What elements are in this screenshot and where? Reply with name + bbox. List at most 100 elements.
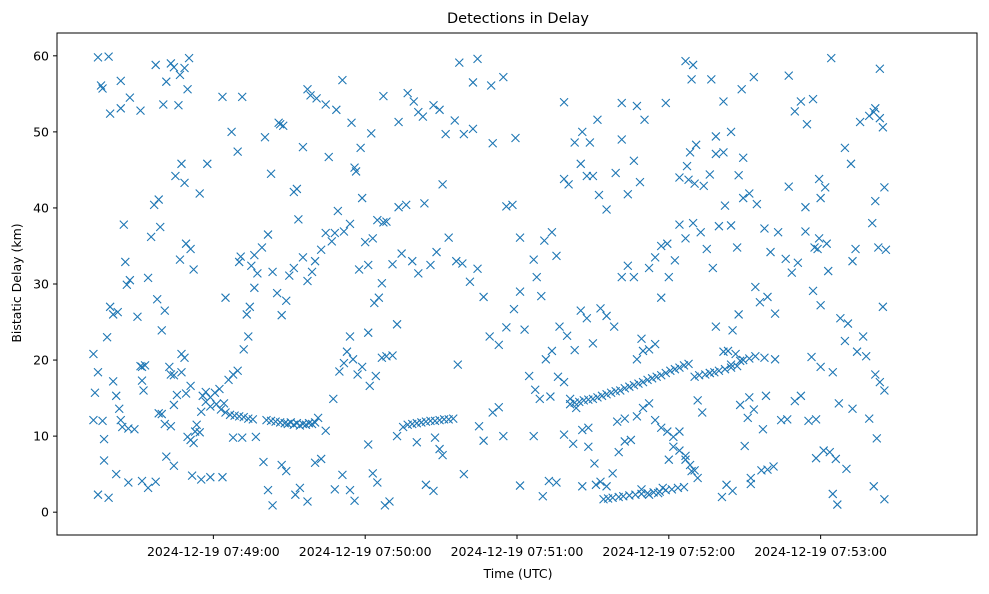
data-point-marker xyxy=(392,431,402,441)
data-point-marker xyxy=(169,62,179,72)
data-point-marker xyxy=(848,256,857,266)
data-point-marker xyxy=(98,84,107,93)
data-point-marker xyxy=(814,174,824,184)
data-point-marker xyxy=(303,84,312,94)
data-point-marker xyxy=(196,475,206,484)
data-point-marker xyxy=(348,354,358,364)
data-point-marker xyxy=(160,419,170,429)
data-point-marker xyxy=(234,257,244,267)
data-point-marker xyxy=(189,265,199,274)
data-point-marker xyxy=(157,326,167,335)
data-point-marker xyxy=(559,97,569,107)
data-point-marker xyxy=(195,189,205,198)
data-point-marker xyxy=(298,252,308,262)
data-point-marker xyxy=(454,58,464,68)
data-point-marker xyxy=(723,346,733,356)
data-point-marker xyxy=(388,259,397,269)
data-point-marker xyxy=(656,241,666,251)
data-point-marker xyxy=(354,265,364,274)
data-point-marker xyxy=(787,268,797,277)
data-point-marker xyxy=(394,117,403,127)
data-point-marker xyxy=(583,442,593,452)
data-point-marker xyxy=(816,193,826,203)
data-point-marker xyxy=(171,171,180,181)
data-point-marker xyxy=(99,456,109,465)
data-point-marker xyxy=(822,239,832,249)
data-point-marker xyxy=(243,332,253,341)
data-point-marker xyxy=(281,466,291,476)
data-point-marker xyxy=(870,196,880,206)
data-point-marker xyxy=(328,394,338,404)
data-point-marker xyxy=(840,143,850,153)
data-point-marker xyxy=(295,483,305,493)
data-point-marker xyxy=(388,351,397,360)
data-point-marker xyxy=(681,56,690,66)
data-point-marker xyxy=(594,190,604,200)
data-point-marker xyxy=(848,404,857,414)
data-point-marker xyxy=(559,430,569,439)
data-point-marker xyxy=(339,227,349,236)
data-point-marker xyxy=(430,433,440,443)
data-point-marker xyxy=(749,72,759,82)
data-point-marker xyxy=(473,264,482,274)
data-point-marker xyxy=(760,224,769,233)
data-point-marker xyxy=(819,446,829,455)
data-point-marker xyxy=(278,121,288,131)
data-point-marker xyxy=(675,173,684,182)
data-point-marker xyxy=(661,98,671,108)
data-point-marker xyxy=(289,263,299,273)
data-point-marker xyxy=(688,218,698,228)
data-point-marker xyxy=(397,249,407,258)
data-point-marker xyxy=(379,218,388,227)
data-point-marker xyxy=(720,364,730,374)
data-point-marker xyxy=(312,94,321,103)
data-point-marker xyxy=(623,189,633,199)
data-point-marker xyxy=(732,243,742,252)
data-point-marker xyxy=(752,199,762,209)
data-point-marker xyxy=(392,319,402,329)
data-point-marker xyxy=(486,81,496,90)
data-point-marker xyxy=(139,386,148,395)
data-point-marker xyxy=(602,205,611,214)
data-point-marker xyxy=(743,413,753,423)
data-point-marker xyxy=(338,75,347,85)
data-point-marker xyxy=(719,97,728,106)
data-point-marker xyxy=(746,479,756,489)
data-point-marker xyxy=(237,433,247,443)
data-point-marker xyxy=(515,481,525,490)
markers-layer xyxy=(89,52,891,510)
data-point-marker xyxy=(356,143,366,153)
data-point-marker xyxy=(708,263,718,273)
y-axis-label: Bistatic Delay (km) xyxy=(9,223,24,342)
data-point-marker xyxy=(509,304,519,314)
data-point-marker xyxy=(152,294,162,304)
data-point-marker xyxy=(116,103,126,113)
data-point-marker xyxy=(638,346,648,356)
data-point-marker xyxy=(316,245,326,255)
data-point-marker xyxy=(508,200,517,210)
data-point-marker xyxy=(828,489,838,499)
data-point-marker xyxy=(620,414,630,424)
data-point-marker xyxy=(161,77,171,87)
data-point-marker xyxy=(744,354,754,363)
data-point-marker xyxy=(576,159,586,169)
data-point-marker xyxy=(691,140,701,150)
data-point-marker xyxy=(770,354,780,364)
data-point-marker xyxy=(761,391,771,401)
data-point-marker xyxy=(385,497,394,506)
data-point-marker xyxy=(675,446,684,455)
data-point-marker xyxy=(468,124,478,134)
data-point-marker xyxy=(831,454,841,464)
data-point-marker xyxy=(441,129,451,139)
x-axis: 2024-12-19 07:49:00 2024-12-19 07:50:00 20… xyxy=(147,535,887,559)
data-point-marker xyxy=(221,408,230,417)
data-point-marker xyxy=(781,254,791,264)
data-point-marker xyxy=(738,355,748,365)
data-point-marker xyxy=(272,288,282,298)
data-point-marker xyxy=(93,490,103,500)
data-point-marker xyxy=(784,182,794,192)
data-point-marker xyxy=(577,127,587,137)
data-point-marker xyxy=(360,237,370,247)
data-point-marker xyxy=(186,244,195,254)
data-point-marker xyxy=(662,239,672,249)
